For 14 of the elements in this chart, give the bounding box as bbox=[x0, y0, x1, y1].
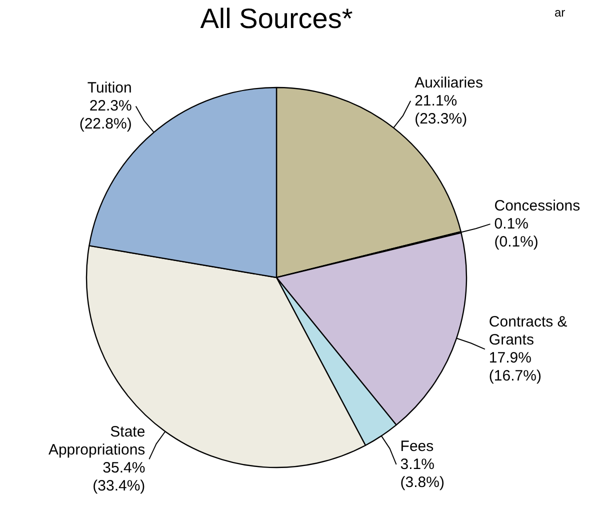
text: ar bbox=[554, 6, 566, 20]
data-label: 3.1% (3.8%) bbox=[400, 456, 444, 491]
slice-label: State Appropriations bbox=[48, 424, 146, 459]
slice-label: Contracts & Grants bbox=[488, 314, 568, 349]
slice-label: Concessions bbox=[494, 198, 580, 215]
data-label: 17.9% (16.7%) bbox=[488, 350, 542, 385]
data-label: 22.3% (22.8%) bbox=[79, 98, 132, 133]
data-label: 0.1% (0.1%) bbox=[494, 216, 538, 251]
slice-label: Tuition bbox=[87, 80, 132, 97]
chart-title: All Sources* bbox=[200, 3, 353, 34]
slice-label: Auxiliaries bbox=[414, 74, 483, 92]
data-label: 21.1% (23.3%) bbox=[414, 92, 468, 128]
slice-label: Fees bbox=[400, 438, 434, 455]
data-label: 35.4% (33.4%) bbox=[92, 460, 146, 495]
